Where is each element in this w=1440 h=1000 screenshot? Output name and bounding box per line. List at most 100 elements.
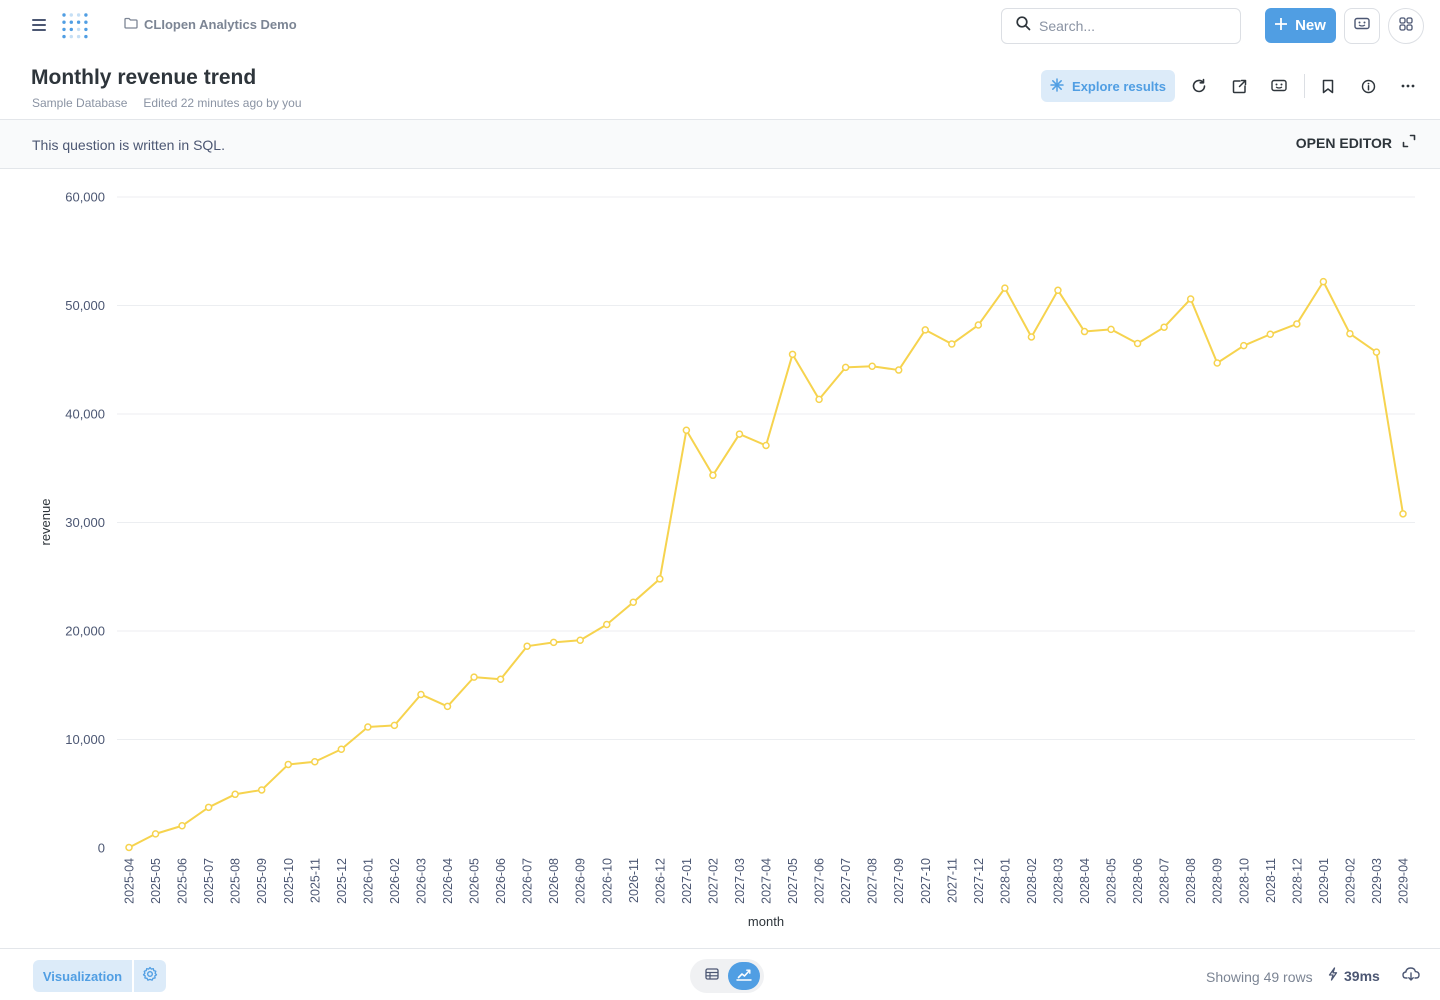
data-point[interactable]: [1372, 348, 1381, 356]
data-point[interactable]: [284, 760, 292, 769]
data-point[interactable]: [1080, 327, 1089, 336]
data-point[interactable]: [576, 636, 584, 644]
refresh-icon[interactable]: [1187, 74, 1211, 98]
data-point[interactable]: [709, 471, 717, 480]
x-tick-label: 2028-08: [1184, 858, 1198, 904]
data-point[interactable]: [1001, 284, 1009, 292]
x-tick-label: 2026-10: [600, 858, 614, 904]
info-icon[interactable]: [1356, 74, 1380, 98]
data-point[interactable]: [204, 803, 213, 812]
data-point[interactable]: [390, 721, 399, 730]
edited-info[interactable]: Edited 22 minutes ago by you: [143, 96, 302, 110]
database-link[interactable]: Sample Database: [32, 96, 128, 110]
x-tick-label: 2027-01: [680, 858, 694, 904]
data-point[interactable]: [1319, 277, 1328, 286]
collection-breadcrumb[interactable]: CLIopen Analytics Demo: [124, 17, 297, 32]
page-title: Monthly revenue trend: [31, 66, 257, 89]
x-tick-label: 2028-07: [1158, 858, 1172, 904]
data-point[interactable]: [523, 642, 531, 650]
embed-icon[interactable]: [1267, 74, 1291, 98]
bookmark-icon[interactable]: [1316, 74, 1340, 98]
data-point[interactable]: [1293, 320, 1301, 328]
x-tick-label: 2025-07: [202, 858, 216, 904]
menu-icon[interactable]: [28, 14, 50, 36]
data-point[interactable]: [1027, 333, 1036, 341]
query-timing: 39ms: [1328, 967, 1380, 984]
open-editor-button[interactable]: OPEN EDITOR: [1296, 134, 1416, 151]
x-tick-label: 2025-04: [123, 858, 137, 904]
data-point[interactable]: [496, 675, 505, 684]
data-point[interactable]: [364, 723, 372, 731]
download-button[interactable]: [1400, 965, 1422, 987]
data-point[interactable]: [921, 326, 929, 334]
search-bar[interactable]: [1001, 8, 1241, 44]
x-tick-label: 2026-12: [653, 858, 667, 904]
data-point[interactable]: [1346, 329, 1354, 338]
x-tick-label: 2029-02: [1343, 858, 1357, 904]
data-point[interactable]: [656, 575, 664, 583]
data-point[interactable]: [1266, 330, 1275, 339]
data-point[interactable]: [682, 426, 691, 435]
data-point[interactable]: [841, 363, 850, 372]
data-point[interactable]: [231, 790, 239, 799]
data-point[interactable]: [311, 757, 319, 766]
metabase-logo[interactable]: [60, 12, 90, 40]
data-point[interactable]: [603, 620, 611, 629]
native-query-bar: This question is written in SQL. OPEN ED…: [0, 119, 1440, 169]
viz-settings-button[interactable]: [134, 960, 166, 992]
data-point[interactable]: [470, 673, 478, 681]
x-tick-label: 2028-12: [1290, 858, 1304, 904]
data-point[interactable]: [762, 441, 770, 450]
search-input[interactable]: [1039, 18, 1219, 34]
data-point[interactable]: [735, 430, 744, 438]
x-tick-label: 2029-01: [1317, 858, 1331, 904]
x-tick-label: 2027-07: [839, 858, 853, 904]
explore-results-button[interactable]: Explore results: [1041, 70, 1175, 102]
data-point[interactable]: [151, 830, 160, 838]
x-tick-label: 2025-06: [176, 858, 190, 904]
apps-button[interactable]: [1388, 8, 1424, 44]
data-point[interactable]: [1240, 341, 1248, 350]
x-tick-label: 2025-12: [335, 858, 349, 904]
data-point[interactable]: [1054, 286, 1062, 295]
download-icon: [1402, 966, 1420, 987]
data-point[interactable]: [125, 843, 133, 852]
data-point[interactable]: [629, 598, 638, 606]
share-screen-button[interactable]: [1344, 8, 1380, 44]
data-point[interactable]: [815, 395, 823, 404]
y-tick-label: 40,000: [65, 407, 105, 422]
x-tick-label: 2027-06: [813, 858, 827, 904]
gear-icon: [142, 966, 158, 987]
data-point[interactable]: [178, 822, 186, 830]
data-point[interactable]: [337, 745, 346, 754]
data-point[interactable]: [1133, 339, 1142, 348]
data-point[interactable]: [417, 690, 425, 699]
data-point[interactable]: [788, 350, 797, 359]
data-point[interactable]: [257, 786, 266, 794]
x-tick-label: 2025-05: [149, 858, 163, 904]
y-axis-label: revenue: [38, 499, 53, 546]
top-navbar: CLIopen Analytics Demo New: [0, 0, 1440, 52]
x-axis-label: month: [748, 914, 784, 929]
external-link-icon[interactable]: [1227, 74, 1251, 98]
table-view-button[interactable]: [698, 963, 726, 989]
data-point[interactable]: [1107, 325, 1115, 334]
data-point[interactable]: [868, 362, 876, 371]
data-point[interactable]: [443, 702, 452, 711]
data-point[interactable]: [549, 638, 558, 647]
data-point[interactable]: [894, 366, 903, 374]
more-icon[interactable]: [1396, 74, 1420, 98]
data-point[interactable]: [1160, 323, 1168, 331]
chart-view-button[interactable]: [728, 962, 760, 990]
x-tick-label: 2028-09: [1211, 858, 1225, 904]
visualization-button[interactable]: Visualization: [33, 960, 132, 992]
data-point[interactable]: [974, 321, 983, 329]
data-point[interactable]: [1399, 510, 1407, 518]
data-point[interactable]: [1186, 295, 1195, 303]
expand-icon: [1402, 134, 1416, 151]
new-button[interactable]: New: [1265, 8, 1336, 43]
data-point[interactable]: [948, 340, 956, 348]
data-point[interactable]: [1213, 359, 1221, 367]
x-tick-label: 2026-02: [388, 858, 402, 904]
x-tick-label: 2026-07: [521, 858, 535, 904]
